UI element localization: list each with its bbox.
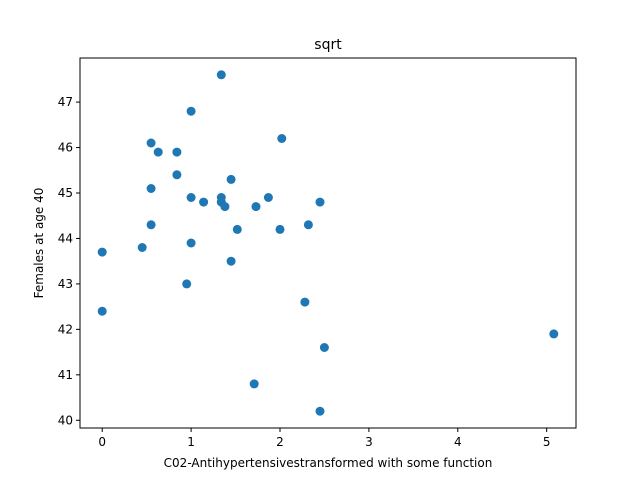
data-point-6 xyxy=(153,147,163,157)
data-point-29 xyxy=(315,406,325,416)
data-point-24 xyxy=(275,224,285,234)
y-tick-label-3: 43 xyxy=(58,277,73,291)
y-tick-label-7: 47 xyxy=(58,95,73,109)
data-point-25 xyxy=(277,134,287,143)
data-point-10 xyxy=(186,106,196,116)
data-point-3 xyxy=(146,138,156,148)
data-point-20 xyxy=(232,224,242,234)
data-point-31 xyxy=(549,329,559,339)
x-axis-label: C02-Antihypertensivestransformed with so… xyxy=(164,456,493,470)
x-axis-ticks: 0 1 2 3 4 5 xyxy=(98,428,550,449)
data-point-23 xyxy=(263,193,273,202)
data-point-30 xyxy=(319,343,329,352)
y-tick-label-0: 40 xyxy=(58,413,73,427)
data-point-28 xyxy=(315,197,325,207)
plot-frame xyxy=(79,57,577,429)
x-tick-label-2: 2 xyxy=(276,435,284,449)
y-axis-label: Females at age 40 xyxy=(32,188,46,299)
x-tick-label-4: 4 xyxy=(454,435,462,449)
y-tick-label-4: 44 xyxy=(58,231,73,245)
y-tick-label-1: 41 xyxy=(58,368,73,382)
data-point-9 xyxy=(182,279,192,289)
data-point-4 xyxy=(146,184,156,193)
data-point-14 xyxy=(216,70,226,80)
data-point-5 xyxy=(146,220,156,230)
data-point-18 xyxy=(226,174,236,184)
data-point-21 xyxy=(249,379,259,389)
x-tick-label-5: 5 xyxy=(543,435,551,449)
data-point-27 xyxy=(303,220,313,230)
y-axis-ticks: 40 41 42 43 44 45 46 47 xyxy=(58,95,80,427)
data-point-1 xyxy=(97,306,107,316)
x-tick-label-1: 1 xyxy=(187,435,195,449)
y-tick-label-6: 46 xyxy=(58,141,73,155)
data-point-26 xyxy=(300,297,310,307)
data-point-17 xyxy=(220,202,230,212)
data-point-19 xyxy=(226,256,236,266)
x-tick-label-0: 0 xyxy=(98,435,106,449)
data-point-7 xyxy=(172,147,182,157)
chart-title: sqrt xyxy=(314,37,342,53)
plot-area xyxy=(80,58,576,428)
data-point-8 xyxy=(172,170,182,180)
data-point-13 xyxy=(199,197,209,207)
data-point-12 xyxy=(186,238,196,248)
data-point-22 xyxy=(251,202,261,212)
points-layer xyxy=(97,70,559,416)
x-tick-label-3: 3 xyxy=(365,435,373,449)
y-tick-label-5: 45 xyxy=(58,186,73,200)
data-point-0 xyxy=(97,247,107,257)
data-point-2 xyxy=(137,243,147,252)
data-point-11 xyxy=(186,193,196,202)
y-tick-label-2: 42 xyxy=(58,322,73,336)
